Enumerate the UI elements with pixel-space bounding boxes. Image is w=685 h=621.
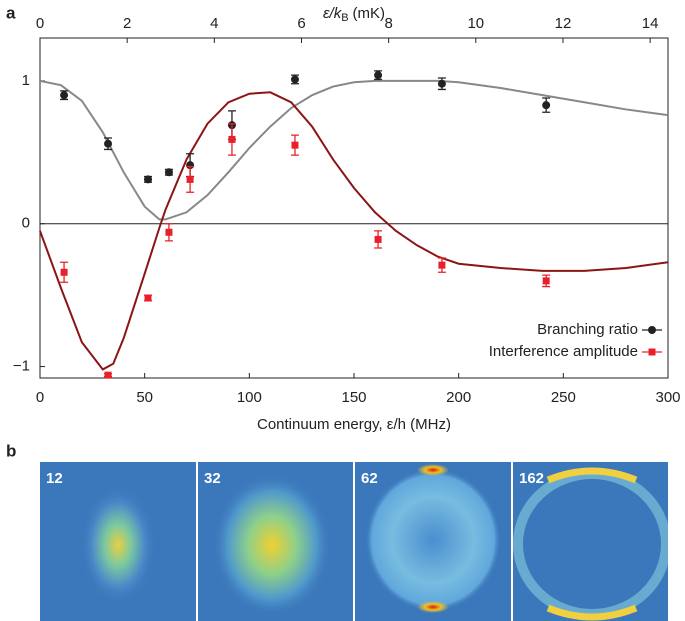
x2-tick-label: 14 — [642, 15, 659, 32]
point — [164, 168, 173, 177]
plot: 0 50 100 150 200 250 300 0 2 4 6 8 10 12 14 −1 0 1 Branchi… — [13, 15, 681, 406]
x2-title-main: ε/k — [323, 5, 343, 22]
fit-curve — [39, 79, 669, 221]
y-tick-label: 1 — [22, 72, 30, 89]
x2-title-unit: (mK) — [353, 5, 386, 22]
x-tick-label: 150 — [341, 389, 366, 406]
x2-tick-label: 2 — [123, 15, 131, 32]
image-feature — [417, 464, 449, 476]
point — [438, 261, 446, 269]
point — [104, 371, 112, 379]
point — [542, 101, 551, 110]
x2-tick-label: 4 — [210, 15, 218, 32]
point — [228, 135, 236, 143]
x2-tick-label: 10 — [467, 15, 484, 32]
image-label: 162 — [519, 470, 544, 487]
x-axis-title: Continuum energy, ε/h (MHz) — [257, 416, 451, 433]
x-tick-label: 200 — [446, 389, 471, 406]
x2-tick-label: 8 — [384, 15, 392, 32]
legend-marker — [648, 348, 656, 356]
point — [144, 294, 152, 302]
x-tick-label: 100 — [237, 389, 262, 406]
legend-label: Interference amplitude — [489, 343, 638, 360]
fit-curve — [39, 91, 669, 371]
point — [165, 228, 173, 236]
image-feature — [365, 468, 501, 612]
images — [40, 462, 668, 621]
image-label: 32 — [204, 470, 221, 487]
image-feature — [80, 485, 156, 605]
legend-label: Branching ratio — [537, 321, 638, 338]
image-label: 62 — [361, 470, 378, 487]
image-label: 12 — [46, 470, 63, 487]
point — [291, 141, 299, 149]
point — [374, 71, 383, 80]
panel-label: b — [6, 441, 16, 460]
x-tick-label: 300 — [655, 389, 680, 406]
panel-label: a — [6, 3, 16, 22]
point — [437, 79, 446, 88]
point — [374, 235, 382, 243]
x2-title-sub: B — [341, 12, 348, 24]
point — [144, 175, 153, 184]
x2-tick-label: 12 — [555, 15, 572, 32]
legend-marker — [648, 326, 656, 334]
x-tick-label: 0 — [36, 389, 44, 406]
x-tick-label: 250 — [551, 389, 576, 406]
image-feature — [546, 467, 638, 484]
point — [542, 277, 550, 285]
y-tick-label: 0 — [22, 215, 30, 232]
image-feature — [417, 601, 449, 613]
point — [60, 268, 68, 276]
x2-tick-label: 0 — [36, 15, 44, 32]
point — [104, 139, 113, 148]
y-tick-label: −1 — [13, 358, 30, 375]
point — [186, 175, 194, 183]
image-feature — [546, 604, 638, 621]
point — [290, 75, 299, 84]
x-tick-label: 50 — [136, 389, 153, 406]
x2-tick-label: 6 — [297, 15, 305, 32]
image-feature — [212, 473, 332, 617]
x2-axis-title: ε/kB (mK) — [323, 5, 385, 24]
point — [60, 91, 69, 100]
